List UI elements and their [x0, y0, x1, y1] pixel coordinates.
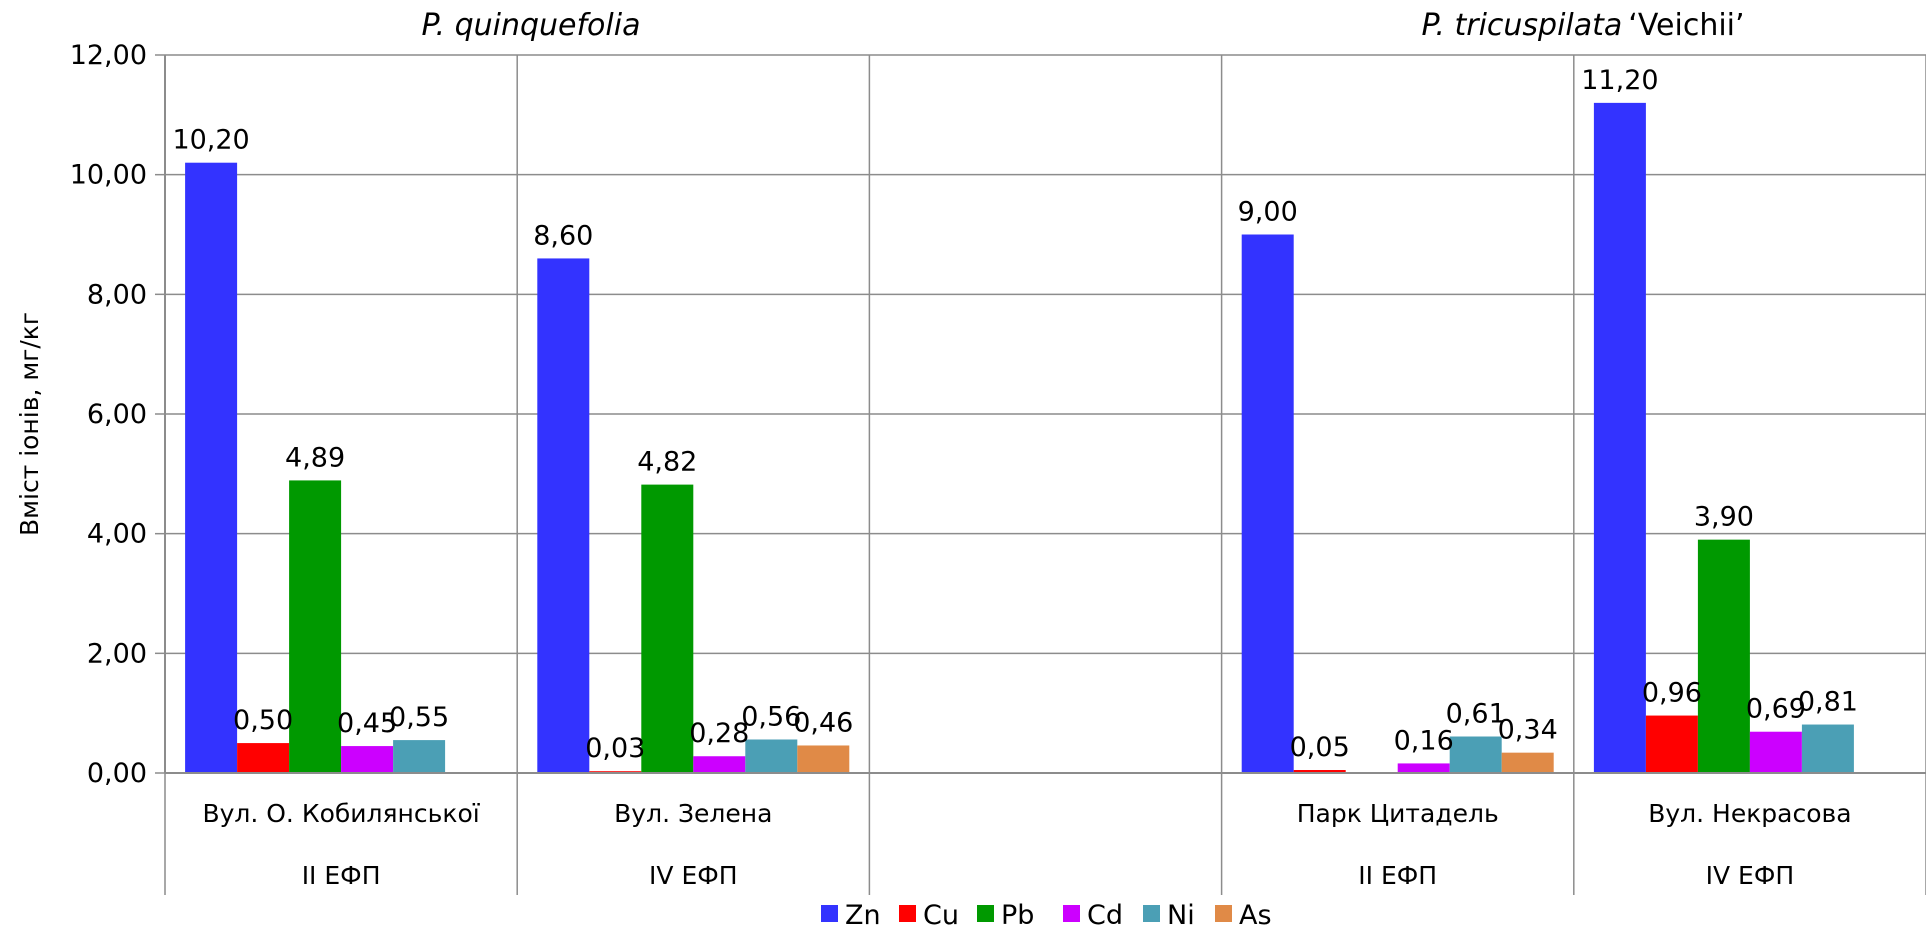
legend-label-cu: Cu — [923, 900, 959, 931]
bar-as — [1501, 752, 1554, 773]
data-label-zn: 9,00 — [1238, 197, 1298, 228]
bar-zn — [537, 258, 590, 773]
data-label-cu: 0,03 — [585, 733, 645, 764]
category-sublabel: IV ЕФП — [1706, 861, 1795, 890]
data-label-cd: 0,45 — [337, 708, 397, 739]
legend-label-as: As — [1239, 900, 1272, 931]
data-label-cd: 0,28 — [689, 718, 749, 749]
data-label-ni: 0,55 — [389, 702, 449, 733]
bar-ni — [1449, 736, 1502, 773]
bar-cd — [1749, 731, 1802, 773]
bar-pb — [1697, 539, 1750, 773]
legend-swatch-as — [1215, 905, 1232, 922]
legend-swatch-pb — [977, 905, 994, 922]
bar-cd — [341, 746, 394, 773]
grid-layer — [165, 54, 1926, 774]
y-tick-label: 6,00 — [87, 399, 147, 430]
bar-pb — [641, 484, 694, 773]
category-sublabel: IV ЕФП — [649, 861, 738, 890]
title-layer: P. quinquefolia P. tricuspilata ‘Veichii’… — [15, 8, 1745, 536]
bar-cd — [693, 756, 746, 773]
bar-zn — [1241, 234, 1294, 773]
data-label-as: 0,34 — [1498, 715, 1558, 746]
y-axis-title: Вміст іонів, мг/кг — [15, 312, 44, 536]
legend: Zn Cu Pb Cd Ni As — [821, 900, 1272, 931]
legend-swatch-zn — [821, 905, 838, 922]
bar-cd — [1397, 763, 1450, 773]
bar-zn — [1593, 102, 1646, 773]
data-label-as: 0,46 — [793, 707, 853, 738]
data-label-ni: 0,81 — [1798, 687, 1858, 718]
data-label-zn: 11,20 — [1581, 65, 1658, 96]
data-label-ni: 0,56 — [741, 701, 801, 732]
legend-swatch-cd — [1063, 905, 1080, 922]
bar-ni — [1801, 724, 1854, 773]
y-tick-label: 2,00 — [87, 638, 147, 669]
bar-ni — [393, 740, 446, 773]
legend-swatch-cu — [899, 905, 916, 922]
data-label-ni: 0,61 — [1446, 699, 1506, 730]
bar-cu — [1645, 715, 1698, 773]
data-label-cu: 0,50 — [233, 705, 293, 736]
category-sublabel: ІІ ЕФП — [1358, 861, 1437, 890]
bar-zn — [185, 162, 238, 773]
data-label-zn: 8,60 — [533, 220, 593, 251]
bar-ni — [745, 739, 798, 773]
legend-label-pb: Pb — [1001, 900, 1034, 931]
bar-cu — [1293, 770, 1346, 773]
bar-layer — [185, 102, 1854, 773]
data-label-cd: 0,16 — [1394, 725, 1454, 756]
data-label-cd: 0,69 — [1746, 694, 1806, 725]
legend-label-cd: Cd — [1087, 900, 1123, 931]
data-label-pb: 4,82 — [637, 447, 697, 478]
category-label: Вул. Зелена — [614, 799, 772, 828]
group-title-right: P. tricuspilata ‘Veichii’ — [1421, 8, 1744, 43]
category-sublabel: ІІ ЕФП — [302, 861, 381, 890]
group-title-left: P. quinquefolia — [422, 8, 641, 43]
category-label: Вул. О. Кобилянської — [202, 799, 480, 828]
y-tick-label: 10,00 — [70, 160, 147, 191]
bar-pb — [289, 480, 342, 773]
y-tick-label: 12,00 — [70, 40, 147, 71]
y-tick-label: 8,00 — [87, 279, 147, 310]
legend-swatch-ni — [1143, 905, 1160, 922]
category-label: Вул. Некрасова — [1648, 799, 1851, 828]
legend-label-zn: Zn — [845, 900, 881, 931]
group-title-right-species: P. tricuspilata — [1421, 8, 1622, 43]
axis-layer — [155, 54, 1926, 895]
data-label-pb: 4,89 — [285, 442, 345, 473]
y-tick-label: 0,00 — [87, 758, 147, 789]
data-label-pb: 3,90 — [1694, 502, 1754, 533]
data-label-cu: 0,96 — [1642, 678, 1702, 709]
bar-cu — [237, 743, 290, 773]
group-title-right-cultivar: ‘Veichii’ — [1628, 8, 1744, 43]
category-label: Парк Цитадель — [1297, 799, 1499, 828]
bar-as — [797, 745, 850, 773]
label-layer: 0,00 2,00 4,00 6,00 8,00 10,00 12,00 10,20 0,50 4… — [70, 40, 1858, 890]
y-tick-label: 4,00 — [87, 519, 147, 550]
legend-label-ni: Ni — [1167, 900, 1195, 931]
data-label-cu: 0,05 — [1290, 732, 1350, 763]
data-label-zn: 10,20 — [172, 125, 249, 156]
